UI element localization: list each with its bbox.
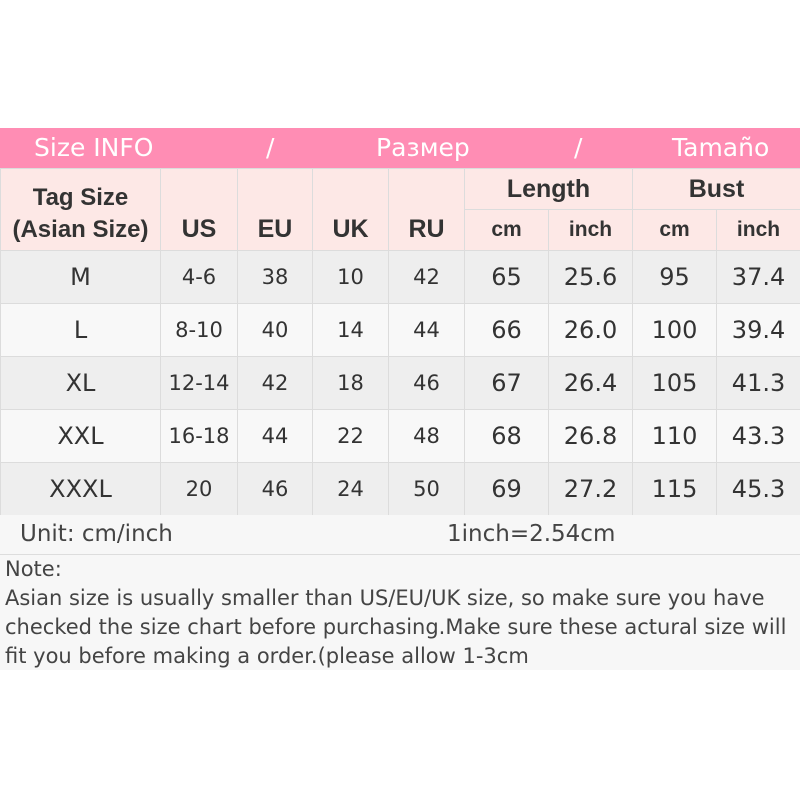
header-bust-cm: cm [632,209,718,251]
cell-us: 20 [160,462,238,516]
cell-bust-inch: 43.3 [716,409,800,463]
cell-length-cm: 68 [464,409,549,463]
cell-length-cm: 67 [464,356,549,410]
header-bust-inch: inch [716,209,800,251]
header-tag-line2: (Asian Size) [12,216,149,243]
cell-ru: 46 [388,356,465,410]
cell-ru: 44 [388,303,465,357]
table-row: L 8-10 40 14 44 66 26.0 100 39.4 [0,303,800,357]
header-length-cm: cm [464,209,549,251]
cell-eu: 40 [237,303,313,357]
cell-length-cm: 65 [464,250,549,304]
banner-separator: / [266,133,275,162]
cell-uk: 18 [312,356,389,410]
header-length-inch: inch [547,209,634,251]
cell-uk: 24 [312,462,389,516]
note-title: Note: [5,557,62,581]
cell-eu: 42 [237,356,313,410]
cell-tag-size: L [0,303,161,357]
cell-uk: 14 [312,303,389,357]
table-row: XXL 16-18 44 22 48 68 26.8 110 43.3 [0,409,800,463]
cell-tag-size: M [0,250,161,304]
cell-bust-inch: 45.3 [716,462,800,516]
cell-uk: 22 [312,409,389,463]
banner-title-es: Tamaño [672,133,770,162]
size-info-banner: Size INFO / Размер / Tamaño [0,128,800,168]
cell-eu: 46 [237,462,313,516]
cell-eu: 38 [237,250,313,304]
header-bust: Bust [632,168,800,210]
cell-length-cm: 66 [464,303,549,357]
size-table: Tag Size (Asian Size) US EU UK RU Length… [0,168,800,516]
cell-length-inch: 27.2 [547,462,634,516]
cell-bust-cm: 110 [632,409,718,463]
note-text: Asian size is usually smaller than US/EU… [5,586,787,668]
header-uk: UK [312,168,389,251]
cell-ru: 42 [388,250,465,304]
cell-us: 12-14 [160,356,238,410]
table-row: XXXL 20 46 24 50 69 27.2 115 45.3 [0,462,800,516]
cell-uk: 10 [312,250,389,304]
cell-bust-inch: 37.4 [716,250,800,304]
cell-bust-cm: 115 [632,462,718,516]
cell-tag-size: XL [0,356,161,410]
header-ru: RU [388,168,465,251]
cell-bust-cm: 95 [632,250,718,304]
cell-us: 16-18 [160,409,238,463]
banner-title-en: Size INFO [34,133,154,162]
unit-row: Unit: cm/inch 1inch=2.54cm [0,515,800,555]
cell-us: 8-10 [160,303,238,357]
cell-length-cm: 69 [464,462,549,516]
header-tag-line1: Tag Size [32,184,129,211]
note-section: Note: Asian size is usually smaller than… [0,555,800,670]
table-row: M 4-6 38 10 42 65 25.6 95 37.4 [0,250,800,304]
cell-length-inch: 26.0 [547,303,634,357]
header-length: Length [463,168,634,210]
cell-ru: 50 [388,462,465,516]
banner-separator: / [574,133,583,162]
cell-ru: 48 [388,409,465,463]
banner-title-ru: Размер [376,133,470,162]
unit-label: Unit: cm/inch [20,521,173,547]
cell-length-inch: 25.6 [547,250,634,304]
cell-us: 4-6 [160,250,238,304]
cell-length-inch: 26.4 [547,356,634,410]
table-row: XL 12-14 42 18 46 67 26.4 105 41.3 [0,356,800,410]
cell-length-inch: 26.8 [547,409,634,463]
cell-tag-size: XXL [0,409,161,463]
cell-bust-cm: 100 [632,303,718,357]
cell-bust-cm: 105 [632,356,718,410]
header-eu: EU [237,168,313,251]
cell-bust-inch: 39.4 [716,303,800,357]
cell-tag-size: XXXL [0,462,161,516]
cell-eu: 44 [237,409,313,463]
header-us: US [160,168,238,251]
cell-bust-inch: 41.3 [716,356,800,410]
header-tag-size: Tag Size (Asian Size) [0,168,161,251]
unit-conversion: 1inch=2.54cm [447,521,616,547]
